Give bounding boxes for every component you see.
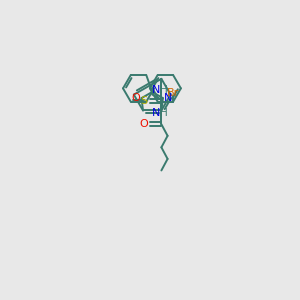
Text: O: O — [139, 119, 148, 129]
Text: N: N — [152, 85, 160, 95]
Text: H: H — [160, 85, 168, 95]
Text: N: N — [152, 109, 160, 118]
Text: N: N — [164, 93, 172, 103]
Text: O: O — [132, 93, 140, 103]
Text: H: H — [160, 109, 168, 118]
Text: S: S — [140, 96, 147, 106]
Text: Br: Br — [167, 88, 179, 98]
